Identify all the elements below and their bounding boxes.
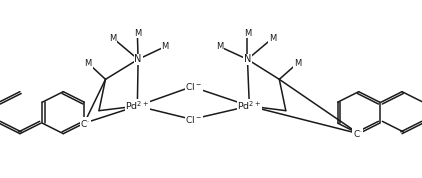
Text: N: N (244, 54, 251, 64)
Text: M: M (110, 34, 117, 43)
Text: C$^·$: C$^·$ (353, 128, 362, 139)
Text: M: M (269, 34, 276, 43)
Text: M: M (216, 42, 223, 51)
Text: C$^·$: C$^·$ (80, 118, 90, 129)
Text: Cl$^-$: Cl$^-$ (185, 114, 202, 125)
Text: M: M (134, 29, 141, 38)
Text: Cl$^-$: Cl$^-$ (185, 81, 202, 92)
Text: Pd$^{2+}$: Pd$^{2+}$ (237, 100, 262, 112)
Text: N: N (135, 54, 142, 64)
Text: Pd$^{2+}$: Pd$^{2+}$ (125, 100, 149, 112)
Text: M: M (244, 29, 251, 38)
Text: M: M (161, 42, 168, 51)
Text: M: M (85, 59, 92, 68)
Text: M: M (294, 59, 301, 68)
